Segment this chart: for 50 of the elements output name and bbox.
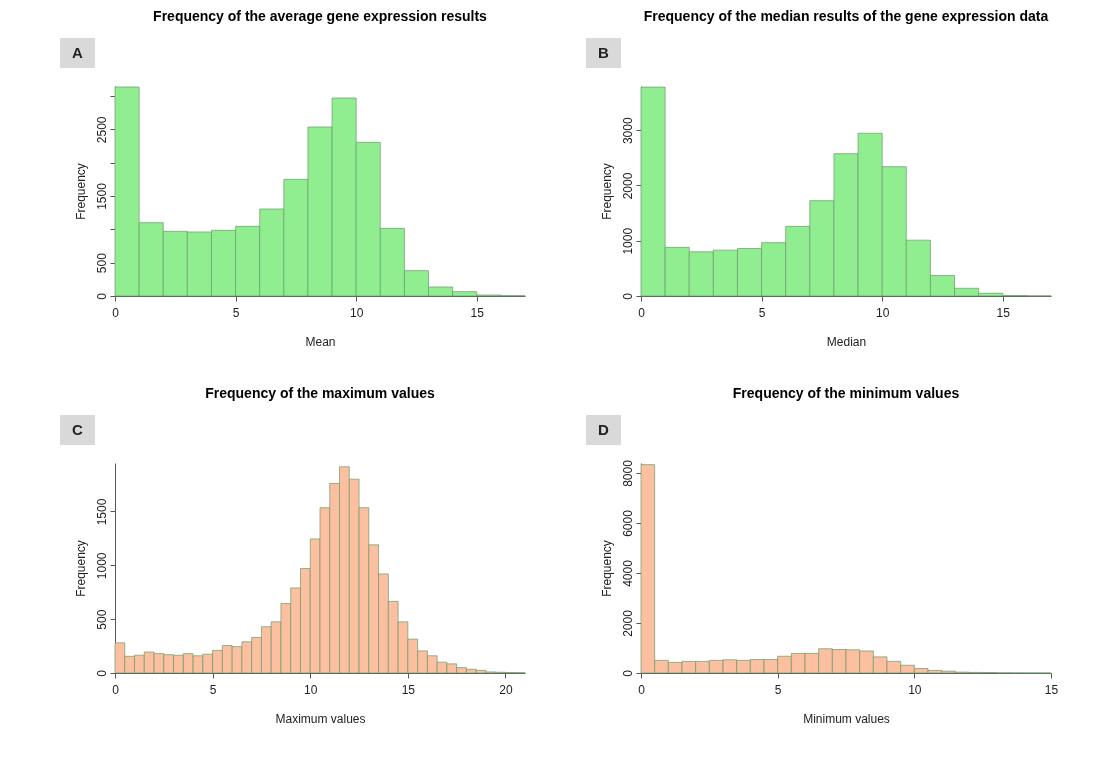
- x-tick-label: 10: [876, 305, 890, 320]
- x-tick-label: 5: [209, 682, 217, 697]
- y-tick-label: 8000: [620, 459, 635, 487]
- x-axis-title: Median: [826, 334, 867, 349]
- text: D: [598, 421, 610, 438]
- y-tick-label: 6000: [620, 509, 635, 537]
- y-axis-title: Frequency: [73, 163, 88, 220]
- x-tick-label: 0: [638, 305, 646, 320]
- x-tick-label: 15: [1044, 682, 1059, 697]
- chart-title: Frequency of the maximum values: [205, 385, 435, 401]
- x-tick-label: 10: [350, 305, 364, 320]
- y-tick-label: 2000: [620, 609, 635, 637]
- x-axis-title: Minimum values: [803, 711, 890, 726]
- y-tick-label: 4000: [620, 559, 635, 587]
- x-tick-label: 10: [304, 682, 318, 697]
- y-tick-label: 1500: [94, 182, 109, 210]
- y-axis-title: Frequency: [599, 540, 614, 597]
- x-tick-label: 15: [470, 305, 485, 320]
- y-tick-label: 2500: [94, 116, 109, 144]
- chart-title: Frequency of the median results of the gene expression data: [643, 8, 1049, 24]
- y-tick-label: 0: [94, 292, 109, 300]
- y-tick-label: 0: [94, 669, 109, 677]
- y-tick-label: 1000: [94, 552, 109, 580]
- chart-title: Frequency of the minimum values: [732, 385, 960, 401]
- y-tick-label: 1000: [620, 227, 635, 255]
- x-tick-label: 5: [758, 305, 766, 320]
- x-tick-label: 15: [401, 682, 416, 697]
- x-tick-label: 5: [774, 682, 782, 697]
- y-axis-title: Frequency: [73, 540, 88, 597]
- y-tick-label: 0: [620, 669, 635, 677]
- y-axis-title: Frequency: [599, 163, 614, 220]
- x-axis-title: Mean: [305, 334, 336, 349]
- text: A: [72, 44, 84, 61]
- x-tick-label: 0: [112, 682, 120, 697]
- x-tick-label: 0: [112, 305, 120, 320]
- y-tick-label: 3000: [620, 117, 635, 145]
- x-tick-label: 15: [996, 305, 1011, 320]
- text: B: [598, 44, 610, 61]
- x-axis-title: Maximum values: [275, 711, 366, 726]
- y-tick-label: 500: [94, 252, 109, 274]
- y-tick-label: 500: [94, 609, 109, 630]
- y-tick-label: 2000: [620, 172, 635, 200]
- text: C: [72, 421, 84, 438]
- x-tick-label: 5: [232, 305, 240, 320]
- y-tick-label: 0: [620, 292, 635, 300]
- y-tick-label: 1500: [94, 498, 109, 526]
- x-tick-label: 10: [908, 682, 922, 697]
- x-tick-label: 0: [638, 682, 646, 697]
- x-tick-label: 20: [499, 682, 513, 697]
- chart-title: Frequency of the average gene expression results: [153, 8, 488, 24]
